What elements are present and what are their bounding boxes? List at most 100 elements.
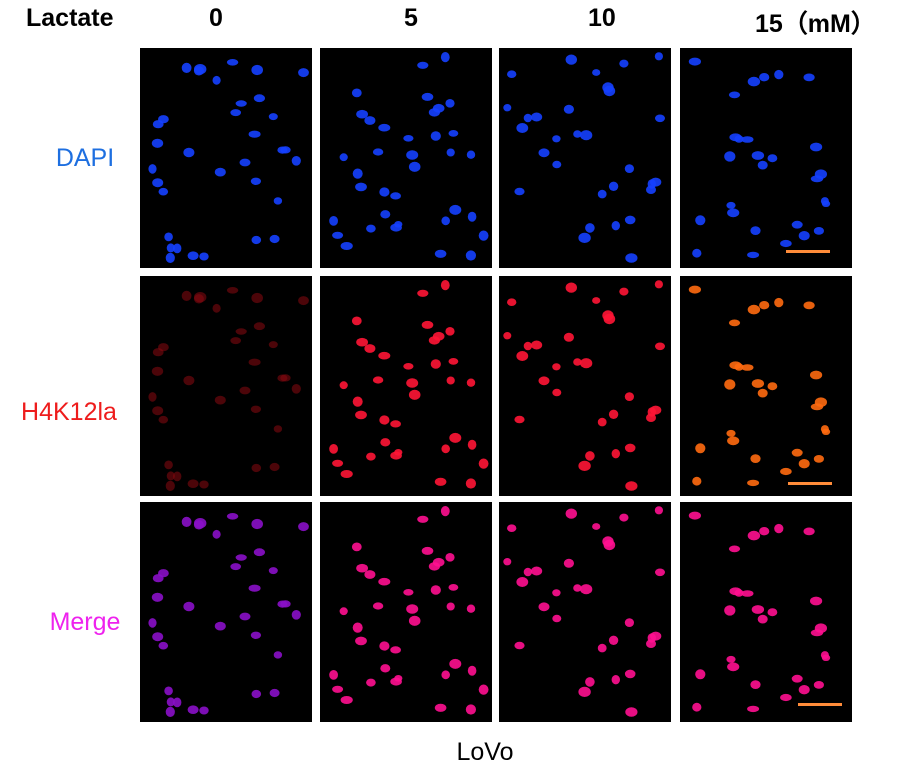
nucleus xyxy=(152,120,164,129)
panel-h4k12la-col-2 xyxy=(499,276,671,496)
nucleus xyxy=(366,452,376,461)
nucleus xyxy=(728,91,741,99)
nucleus xyxy=(148,164,157,174)
nucleus xyxy=(727,662,740,672)
nucleus xyxy=(625,707,638,717)
nucleus xyxy=(552,589,561,597)
nucleus xyxy=(430,585,441,595)
nucleus xyxy=(417,515,429,523)
nucleus xyxy=(248,130,261,138)
nucleus xyxy=(351,88,362,98)
nucleus xyxy=(449,204,462,215)
nucleus xyxy=(624,669,636,679)
nucleus xyxy=(329,670,338,680)
nucleus xyxy=(173,471,182,482)
nucleus xyxy=(194,292,207,303)
nucleus xyxy=(380,210,391,219)
nucleus xyxy=(291,384,301,394)
nucleus xyxy=(187,251,199,260)
nucleus xyxy=(759,527,770,536)
nucleus xyxy=(390,420,401,428)
nucleus xyxy=(803,73,815,82)
nucleus xyxy=(516,351,529,361)
nucleus xyxy=(356,109,368,119)
nucleus xyxy=(729,587,742,596)
nucleus xyxy=(523,341,533,351)
nucleus xyxy=(152,632,164,642)
nucleus xyxy=(212,75,221,85)
nucleus xyxy=(332,459,344,467)
concentration-15-label: 15（mM） xyxy=(755,10,876,38)
nucleus xyxy=(166,471,175,481)
nucleus xyxy=(726,655,736,663)
nuclei-image xyxy=(329,506,489,715)
nucleus xyxy=(379,641,390,651)
nucleus xyxy=(181,62,192,73)
nucleus xyxy=(563,558,574,568)
nucleus xyxy=(406,150,419,160)
nucleus xyxy=(759,301,770,310)
nucleus xyxy=(724,379,736,390)
nucleus xyxy=(230,109,241,117)
panel-dapi-col-2 xyxy=(499,48,671,268)
nucleus xyxy=(523,567,533,577)
nucleus xyxy=(552,388,562,397)
nucleus xyxy=(166,243,175,253)
nucleus xyxy=(298,68,309,78)
nucleus xyxy=(352,168,363,179)
nucleus xyxy=(352,396,363,407)
nucleus xyxy=(757,160,768,170)
nucleus xyxy=(152,574,164,583)
nucleus xyxy=(379,187,390,197)
nucleus xyxy=(428,336,440,345)
nucleus xyxy=(158,187,169,196)
nucleus xyxy=(654,280,663,289)
nucleus xyxy=(199,480,209,489)
concentration-0-label: 0 xyxy=(209,4,223,32)
nucleus xyxy=(751,605,765,614)
nucleus xyxy=(187,705,199,714)
nucleus xyxy=(592,69,601,76)
nucleus xyxy=(516,123,529,133)
nucleus xyxy=(810,370,823,380)
nucleus xyxy=(434,703,447,712)
nucleus xyxy=(199,706,209,715)
nucleus xyxy=(514,187,525,196)
nucleus xyxy=(390,677,402,686)
nucleus xyxy=(226,513,239,520)
nucleus xyxy=(552,614,562,623)
nucleus xyxy=(449,432,462,443)
nucleus xyxy=(332,685,344,693)
nucleus xyxy=(268,113,278,121)
nucleus xyxy=(741,364,754,371)
nucleus xyxy=(727,208,740,218)
nucleus xyxy=(597,417,607,427)
nucleus xyxy=(183,601,195,612)
nucleus xyxy=(565,508,577,519)
nucleus xyxy=(148,392,157,402)
nucleus xyxy=(585,223,595,233)
nucleus xyxy=(378,351,391,360)
nucleus xyxy=(580,130,593,141)
nucleus xyxy=(624,164,634,173)
nucleus xyxy=(592,523,601,530)
nucleus xyxy=(692,248,702,258)
nucleus xyxy=(390,192,401,200)
nucleus xyxy=(767,608,778,617)
nucleus xyxy=(428,108,440,117)
nuclei-image xyxy=(503,52,665,263)
nucleus xyxy=(465,250,476,261)
nucleus xyxy=(798,685,810,695)
nuclei-image xyxy=(688,285,831,487)
nucleus xyxy=(251,463,262,473)
row-label-dapi: DAPI xyxy=(55,144,115,172)
nucleus xyxy=(514,415,525,424)
nucleus xyxy=(352,622,363,633)
nucleus xyxy=(578,460,591,471)
nucleus xyxy=(165,706,175,717)
nucleus xyxy=(253,322,265,331)
nucleus xyxy=(366,224,376,233)
nucleus xyxy=(503,558,512,566)
nucleus xyxy=(750,680,761,689)
nucleus xyxy=(239,612,251,621)
